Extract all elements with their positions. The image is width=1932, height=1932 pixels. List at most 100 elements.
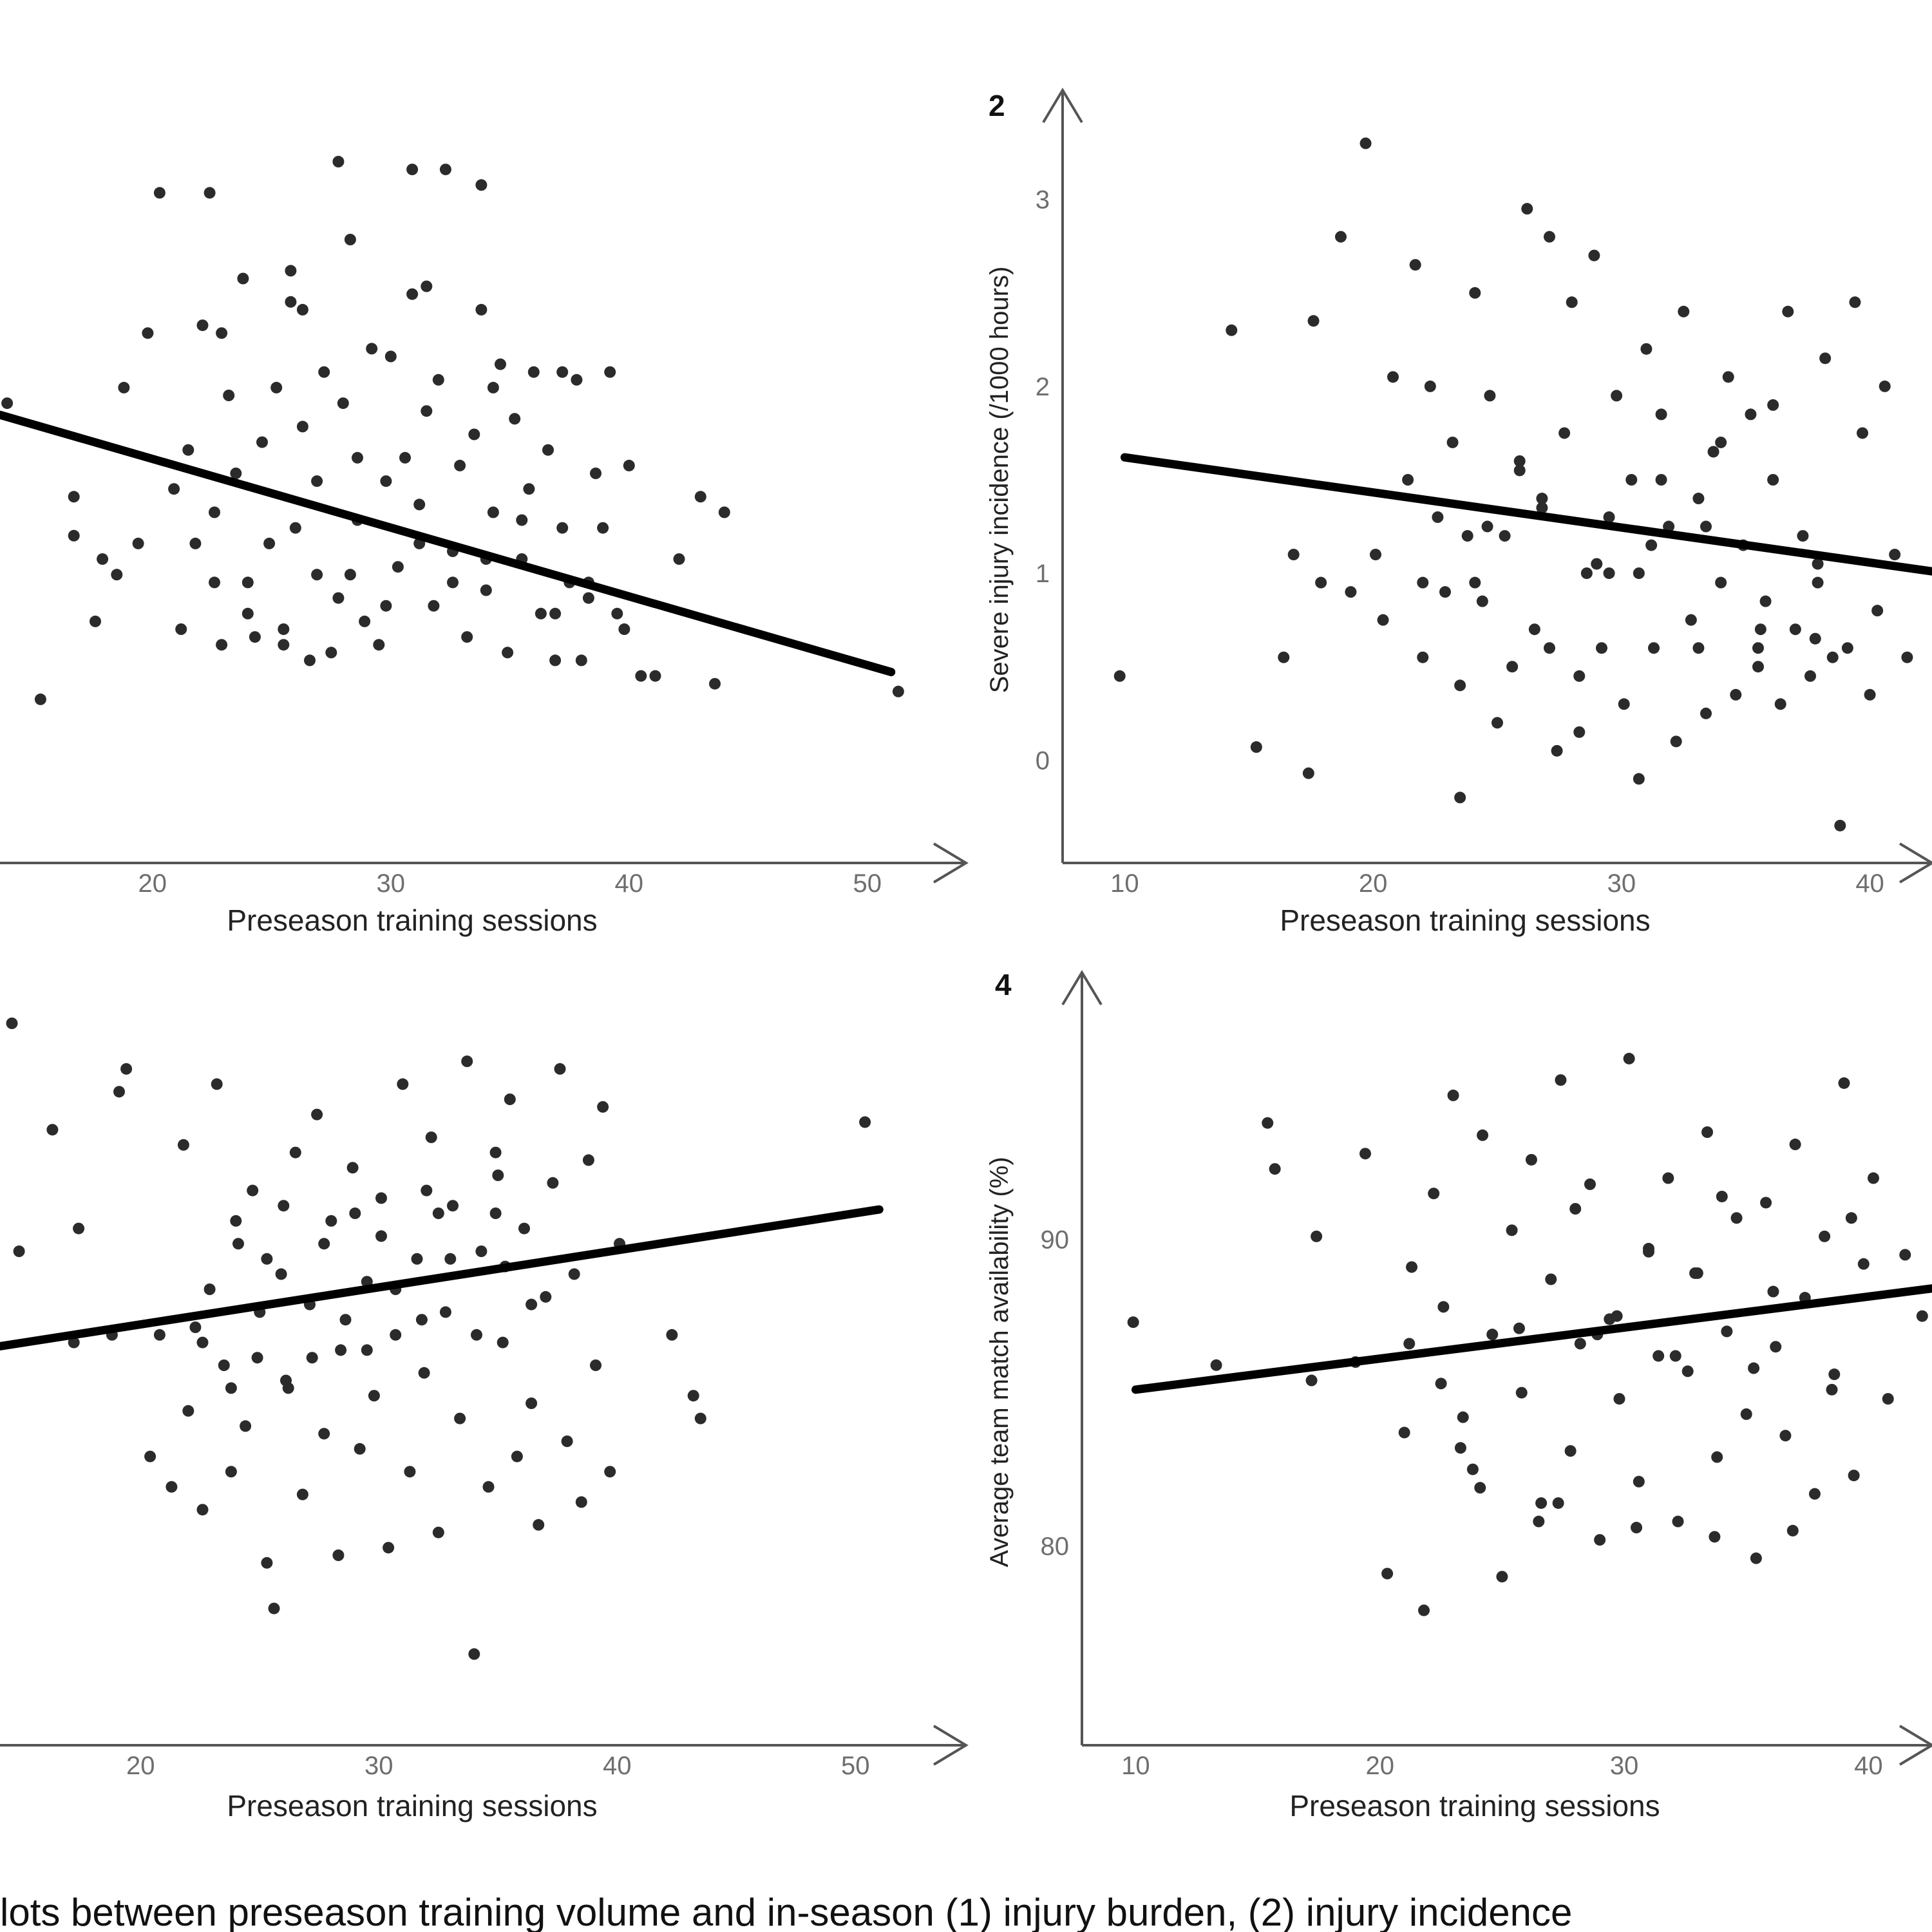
data-point — [526, 1298, 538, 1311]
data-point — [1594, 1534, 1606, 1546]
y-axis-title: Average team match availability (%) — [985, 1157, 1014, 1567]
data-point — [1278, 651, 1290, 663]
data-point — [590, 468, 601, 479]
data-point — [296, 421, 308, 433]
data-point — [1740, 1408, 1752, 1420]
data-point — [694, 491, 706, 503]
data-point — [413, 498, 426, 511]
data-point — [1457, 1411, 1469, 1423]
data-point — [489, 1208, 502, 1219]
data-point — [575, 654, 587, 667]
data-point — [1669, 1350, 1681, 1362]
data-point — [1477, 1129, 1489, 1141]
panel-2-severe-injury-incidence: 10 20 30 40 0 1 2 3 Preseason training sessions S… — [985, 88, 1932, 937]
data-point — [556, 366, 569, 378]
data-point — [349, 1208, 361, 1219]
data-point — [1655, 474, 1667, 486]
panel-3: 20 30 40 50 Preseason training sessions — [0, 1018, 969, 1823]
data-point — [432, 374, 444, 386]
data-point — [1672, 1515, 1684, 1528]
data-point — [1678, 305, 1690, 317]
data-point — [468, 1648, 480, 1660]
y-tick-label: 3 — [1036, 186, 1050, 214]
data-point — [168, 483, 180, 495]
data-point — [1841, 642, 1853, 654]
data-point — [1417, 576, 1429, 589]
data-point — [516, 514, 528, 526]
data-point — [225, 1382, 237, 1394]
data-point — [1250, 741, 1262, 753]
data-point — [354, 1443, 366, 1455]
data-point — [1474, 1482, 1486, 1494]
data-point — [223, 390, 235, 401]
data-point — [547, 1177, 559, 1189]
data-point — [1715, 436, 1727, 448]
data-point — [1428, 1188, 1440, 1200]
data-point — [1403, 1338, 1416, 1350]
data-point — [346, 1162, 359, 1174]
data-point — [1857, 427, 1868, 439]
data-point — [1424, 380, 1436, 392]
data-point — [687, 1390, 699, 1402]
data-point — [296, 1488, 308, 1501]
data-point — [1515, 1387, 1528, 1399]
data-point — [1789, 623, 1801, 636]
data-point — [411, 1253, 423, 1265]
data-point — [1, 397, 14, 410]
data-point — [332, 1549, 345, 1561]
data-point — [144, 1450, 156, 1463]
data-point — [1454, 1442, 1466, 1454]
data-point — [1535, 1497, 1548, 1509]
y-tick-label: 2 — [1036, 373, 1050, 401]
data-point — [240, 1420, 252, 1432]
data-point — [73, 1222, 85, 1235]
data-point — [1573, 670, 1586, 682]
data-point — [1760, 1197, 1772, 1209]
data-point — [571, 374, 583, 386]
data-point — [1916, 1310, 1928, 1322]
data-point — [1767, 399, 1779, 411]
data-point — [311, 569, 323, 581]
data-point — [196, 1336, 209, 1349]
data-point — [554, 1063, 566, 1075]
data-point — [285, 265, 297, 277]
data-point — [694, 1412, 706, 1425]
data-point — [468, 428, 480, 440]
data-point — [1838, 1077, 1850, 1089]
data-point — [1544, 231, 1555, 243]
regression-line — [0, 410, 896, 677]
data-point — [68, 1336, 80, 1349]
data-point — [425, 1132, 437, 1143]
data-point — [406, 288, 419, 300]
data-point — [1826, 651, 1839, 663]
data-point — [153, 1329, 166, 1341]
data-point — [1536, 502, 1548, 514]
data-point — [397, 1078, 409, 1090]
data-point — [90, 615, 101, 627]
data-point — [404, 1466, 416, 1478]
data-point — [635, 670, 647, 682]
data-point — [166, 1481, 178, 1493]
data-point — [1305, 1374, 1318, 1387]
data-point — [332, 156, 345, 167]
data-point — [1618, 698, 1630, 710]
data-point — [325, 647, 337, 659]
data-point — [1834, 819, 1846, 831]
data-point — [1774, 698, 1786, 710]
x-axis-arrow — [1899, 1725, 1932, 1766]
data-point — [1700, 707, 1712, 719]
x-tick-label: 50 — [853, 869, 882, 898]
data-point — [278, 623, 290, 635]
data-point — [556, 522, 569, 534]
data-point — [1406, 1261, 1418, 1273]
data-point — [209, 506, 220, 518]
data-point — [575, 1496, 587, 1508]
data-point — [1625, 474, 1638, 486]
data-point — [1857, 1258, 1870, 1270]
data-point — [1826, 1383, 1838, 1396]
data-point — [373, 639, 385, 651]
data-point — [1345, 586, 1357, 598]
data-point — [1767, 1285, 1779, 1298]
data-point — [1709, 1531, 1721, 1543]
